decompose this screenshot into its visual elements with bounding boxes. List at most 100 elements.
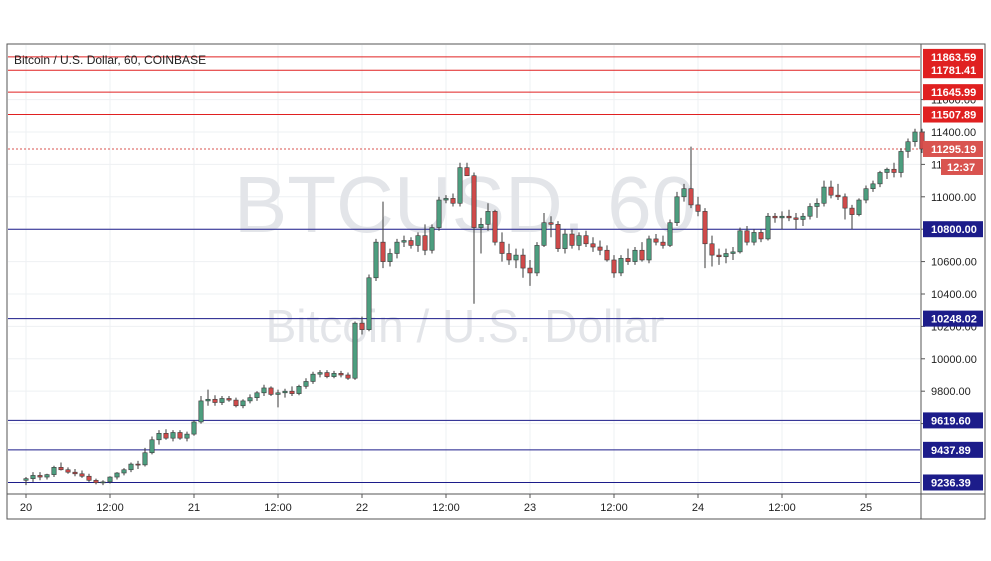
candle-up xyxy=(198,396,204,424)
candle-down xyxy=(380,201,386,269)
level-label: 9236.39 xyxy=(931,477,971,489)
candle-body xyxy=(632,249,638,262)
countdown-label: 12:37 xyxy=(947,162,975,174)
candle-body xyxy=(723,253,729,258)
candle-body xyxy=(373,241,379,279)
candle-down xyxy=(702,208,708,269)
candle-body xyxy=(513,254,519,261)
candle-body xyxy=(597,246,603,251)
candle-body xyxy=(135,463,141,466)
candle-body xyxy=(730,251,736,254)
candle-body xyxy=(653,238,659,243)
candle-down xyxy=(37,472,43,481)
level-label: 10248.02 xyxy=(931,314,977,326)
candle-body xyxy=(688,188,694,206)
candle-body xyxy=(471,175,477,228)
price-tick-label: 10600.00 xyxy=(931,257,977,269)
candle-body xyxy=(86,475,92,481)
candle-up xyxy=(667,219,673,248)
candle-body xyxy=(114,472,120,478)
candle-up xyxy=(723,248,729,264)
candle-body xyxy=(457,167,463,204)
candle-up xyxy=(114,472,120,480)
candle-down xyxy=(611,255,617,278)
candle-body xyxy=(905,141,911,152)
candle-body xyxy=(51,467,57,475)
candle-body xyxy=(107,476,113,483)
candle-body xyxy=(93,479,99,484)
candle-body xyxy=(583,235,589,245)
candle-up xyxy=(429,224,435,254)
candle-up xyxy=(191,420,197,436)
candle-up xyxy=(205,389,211,406)
time-tick-label: 25 xyxy=(860,502,872,514)
candle-up xyxy=(737,227,743,254)
candle-body xyxy=(835,194,841,198)
candle-down xyxy=(604,245,610,262)
candle-up xyxy=(100,480,106,486)
candle-down xyxy=(786,209,792,222)
candle-body xyxy=(863,188,869,201)
candle-body xyxy=(786,215,792,219)
candle-down xyxy=(58,462,64,471)
candle-down xyxy=(324,370,330,379)
time-axis[interactable]: 20 12:00 21 12:00 22 12:00 23 12:00 24 12:00 25 xyxy=(20,494,872,514)
candle-up xyxy=(863,185,869,204)
candle-up xyxy=(905,138,911,158)
candle-down xyxy=(758,229,764,243)
candle-body xyxy=(268,387,274,395)
candle-body xyxy=(548,222,554,225)
candle-down xyxy=(653,234,659,246)
candle-up xyxy=(478,217,484,254)
price-tick-label: 11000.00 xyxy=(931,192,976,204)
time-tick-label: 24 xyxy=(692,502,704,514)
candle-body xyxy=(30,475,36,479)
candle-up xyxy=(247,394,253,404)
candle-up xyxy=(821,180,827,207)
candle-body xyxy=(359,322,365,330)
candle-up xyxy=(576,232,582,251)
candle-body xyxy=(401,240,407,243)
chart-frame xyxy=(6,43,986,520)
candle-body xyxy=(450,198,456,204)
candle-body xyxy=(646,238,652,261)
candle-up xyxy=(23,477,29,486)
candle-up xyxy=(674,191,680,226)
candle-body xyxy=(198,400,204,423)
candle-body xyxy=(380,241,386,262)
price-tick-label: 9800.00 xyxy=(931,386,971,398)
candle-down xyxy=(65,467,71,474)
resistance-badge xyxy=(923,106,983,123)
candle-body xyxy=(429,227,435,251)
candle-up xyxy=(156,430,162,445)
resistance-badge xyxy=(923,62,983,79)
candle-up xyxy=(184,431,190,442)
candle-body xyxy=(499,241,505,254)
candle-up xyxy=(457,162,463,207)
candle-down xyxy=(72,468,78,477)
candle-down xyxy=(471,172,477,304)
candle-body xyxy=(289,390,295,394)
candle-down xyxy=(744,225,750,246)
candle-body xyxy=(555,224,561,249)
candle-up xyxy=(884,167,890,179)
candle-up xyxy=(275,389,281,408)
support-badge xyxy=(923,412,983,429)
candle-down xyxy=(93,478,99,485)
candle-body xyxy=(44,474,50,478)
candle-body xyxy=(184,433,190,439)
candle-body xyxy=(212,398,218,403)
candle-body xyxy=(485,211,491,225)
candle-up xyxy=(30,472,36,482)
candle-down xyxy=(212,395,218,406)
candle-body xyxy=(842,196,848,209)
candle-up xyxy=(303,378,309,389)
candle-body xyxy=(618,258,624,274)
candle-up xyxy=(513,248,519,269)
time-tick-label: 22 xyxy=(356,502,368,514)
candle-up xyxy=(618,255,624,277)
candle-down xyxy=(79,470,85,478)
candle-down xyxy=(555,221,561,252)
